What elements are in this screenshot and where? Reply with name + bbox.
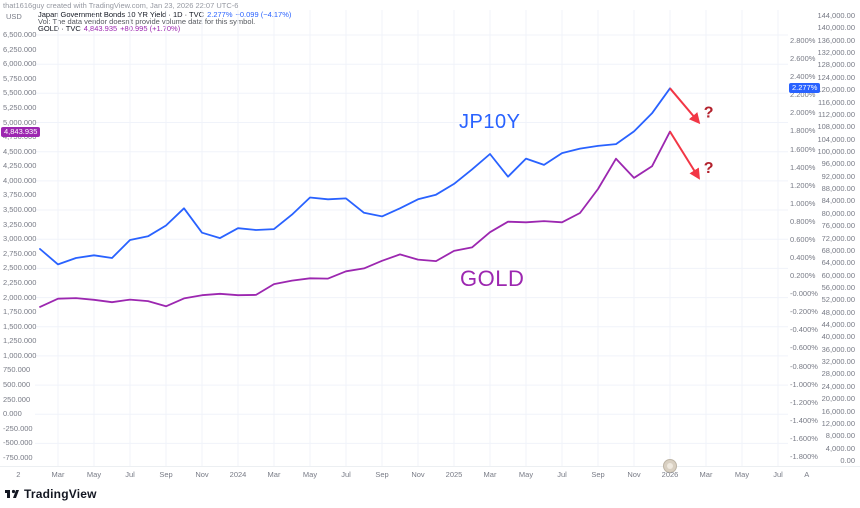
- volume-note-text: Vol: The data vendor doesn't provide vol…: [38, 17, 256, 26]
- legend-symbol-2[interactable]: GOLD · TVC 4,843.935 +80.995 (+1.70%): [38, 25, 183, 33]
- legend-symbol-1[interactable]: Japan Government Bonds 10 YR Yield · 1D …: [38, 11, 294, 19]
- tradingview-watermark-inner: [667, 463, 673, 469]
- question-mark-annotation[interactable]: ?: [704, 160, 714, 177]
- jp10y-price-label: 2.277%: [789, 83, 821, 94]
- series-line-jp10y[interactable]: [39, 87, 671, 266]
- symbol1-title[interactable]: Japan Government Bonds 10 YR Yield · 1D …: [38, 10, 205, 19]
- symbol1-last-value: 2.277%: [207, 10, 233, 19]
- symbol2-title[interactable]: GOLD · TVC: [38, 24, 81, 33]
- series-line-gold[interactable]: [39, 130, 671, 308]
- price-scale-currency[interactable]: USD: [6, 12, 22, 21]
- projection-arrow-gold[interactable]: [669, 131, 700, 180]
- symbol1-change: −0.099 (−4.17%): [235, 10, 292, 19]
- gold-price-label: 4,843.935: [1, 126, 41, 137]
- tradingview-logo-text: TradingView: [24, 486, 97, 501]
- tradingview-logo-icon: [5, 486, 20, 501]
- footer-logo[interactable]: TradingView: [5, 486, 97, 501]
- legend-volume-note: Vol: The data vendor doesn't provide vol…: [38, 18, 258, 26]
- creation-watermark: that1616guy created with TradingView.com…: [3, 1, 239, 10]
- symbol2-last-value: 4,843.935: [83, 24, 118, 33]
- jp10y-series-label[interactable]: JP10Y: [459, 111, 521, 133]
- question-mark-annotation[interactable]: ?: [704, 104, 714, 121]
- symbol2-change: +80.995 (+1.70%): [120, 24, 181, 33]
- gold-series-label[interactable]: GOLD: [460, 266, 525, 291]
- projection-arrow-jp10y[interactable]: [669, 87, 701, 125]
